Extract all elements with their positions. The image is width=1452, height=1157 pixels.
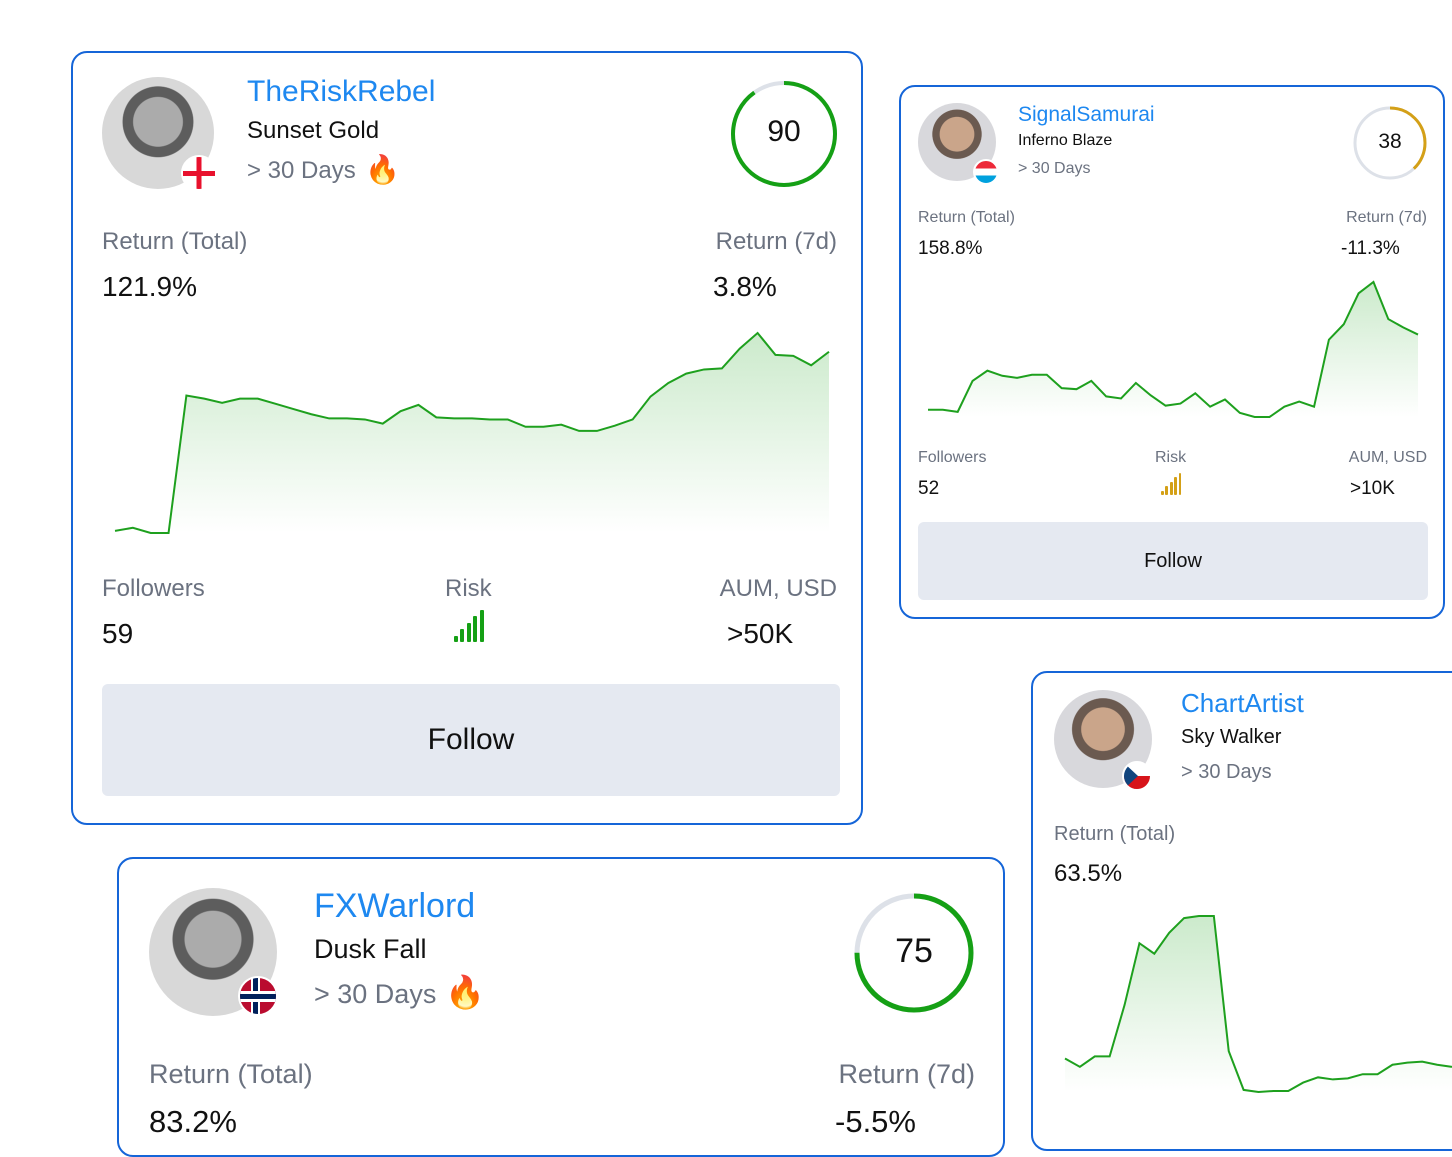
age-label: > 30 Days bbox=[247, 157, 356, 184]
strategy-name: Sunset Gold bbox=[247, 117, 380, 144]
aum-label: AUM, USD bbox=[1348, 449, 1427, 466]
return-total-value: 158.8% bbox=[918, 238, 983, 259]
risk-bar bbox=[1169, 481, 1173, 495]
risk-bar bbox=[473, 616, 478, 642]
risk-bars-icon bbox=[1161, 473, 1183, 495]
flag-czechia-icon bbox=[1122, 761, 1152, 791]
return-total-label: Return (Total) bbox=[918, 209, 1015, 226]
return-total-value: 63.5% bbox=[1054, 860, 1123, 887]
return-7d-value: -5.5% bbox=[835, 1104, 916, 1139]
return-7d-value: -11.3% bbox=[1341, 238, 1400, 259]
followers-value: 59 bbox=[102, 618, 134, 649]
sparkline-area bbox=[928, 282, 1418, 417]
risk-bar bbox=[1174, 477, 1177, 495]
aum-value: >50K bbox=[727, 618, 794, 649]
strategy-name: Inferno Blaze bbox=[1018, 132, 1113, 149]
risk-bar bbox=[454, 635, 458, 642]
return-total-value: 83.2% bbox=[149, 1104, 237, 1139]
followers-value: 52 bbox=[918, 478, 940, 499]
score-value: 38 bbox=[1378, 130, 1402, 153]
risk-bar bbox=[466, 622, 471, 642]
trader-nickname[interactable]: FXWarlord bbox=[314, 887, 476, 925]
risk-bars-icon bbox=[454, 610, 486, 642]
return-total-label: Return (Total) bbox=[102, 228, 248, 255]
return-total-label: Return (Total) bbox=[1054, 823, 1176, 845]
fire-icon: 🔥 bbox=[365, 154, 400, 185]
age-label: > 30 Days bbox=[1018, 160, 1091, 177]
score-ring bbox=[854, 893, 974, 1013]
risk-label: Risk bbox=[445, 575, 492, 602]
aum-label: AUM, USD bbox=[719, 575, 837, 602]
score-ring bbox=[731, 81, 837, 187]
flag-georgia-icon bbox=[181, 155, 217, 191]
strategy-name: Sky Walker bbox=[1181, 726, 1282, 748]
risk-bar bbox=[479, 610, 484, 642]
flag-luxembourg-icon bbox=[973, 159, 999, 185]
follow-button[interactable]: Follow bbox=[918, 522, 1428, 600]
return-total-value: 121.9% bbox=[102, 271, 197, 302]
return-7d-label: Return (7d) bbox=[715, 228, 837, 255]
sparkline-chart bbox=[114, 331, 830, 534]
sparkline-line bbox=[1064, 915, 1452, 1094]
trader-card[interactable]: TheRiskRebel Sunset Gold > 30 Days 🔥 90 … bbox=[71, 51, 863, 825]
age-label: > 30 Days bbox=[314, 979, 437, 1009]
followers-label: Followers bbox=[918, 449, 987, 466]
trader-nickname[interactable]: ChartArtist bbox=[1181, 688, 1304, 718]
strategy-name: Dusk Fall bbox=[314, 934, 427, 964]
trader-card[interactable]: ChartArtist Sky Walker > 30 Days Return … bbox=[1031, 671, 1452, 1151]
sparkline-line bbox=[928, 280, 1419, 418]
fire-icon: 🔥 bbox=[445, 974, 485, 1010]
return-7d-label: Return (7d) bbox=[838, 1059, 975, 1089]
risk-bar bbox=[1165, 486, 1169, 495]
sparkline-chart bbox=[928, 280, 1419, 418]
follow-button[interactable]: Follow bbox=[102, 684, 840, 796]
flag-norway-icon bbox=[238, 976, 278, 1016]
risk-bar bbox=[1161, 490, 1164, 495]
return-7d-value: 3.8% bbox=[713, 271, 777, 302]
return-total-label: Return (Total) bbox=[149, 1059, 313, 1089]
sparkline-area bbox=[115, 333, 829, 533]
followers-label: Followers bbox=[102, 575, 205, 602]
trader-card[interactable]: SignalSamurai Inferno Blaze > 30 Days 38… bbox=[899, 85, 1445, 619]
score-ring bbox=[1353, 106, 1427, 180]
sparkline-line bbox=[114, 331, 830, 534]
score-value: 75 bbox=[895, 932, 933, 970]
sparkline-chart bbox=[1064, 915, 1452, 1094]
score-value: 90 bbox=[767, 115, 801, 148]
return-7d-label: Return (7d) bbox=[1346, 209, 1427, 226]
risk-bar bbox=[460, 629, 465, 642]
aum-value: >10K bbox=[1350, 478, 1395, 499]
sparkline-area bbox=[1065, 916, 1452, 1092]
risk-bar bbox=[1178, 473, 1182, 495]
trader-nickname[interactable]: SignalSamurai bbox=[1018, 103, 1155, 126]
trader-nickname[interactable]: TheRiskRebel bbox=[247, 75, 436, 108]
age-label: > 30 Days bbox=[1181, 761, 1272, 783]
trader-card[interactable]: FXWarlord Dusk Fall > 30 Days 🔥 75 Retur… bbox=[117, 857, 1005, 1157]
risk-label: Risk bbox=[1155, 449, 1187, 466]
